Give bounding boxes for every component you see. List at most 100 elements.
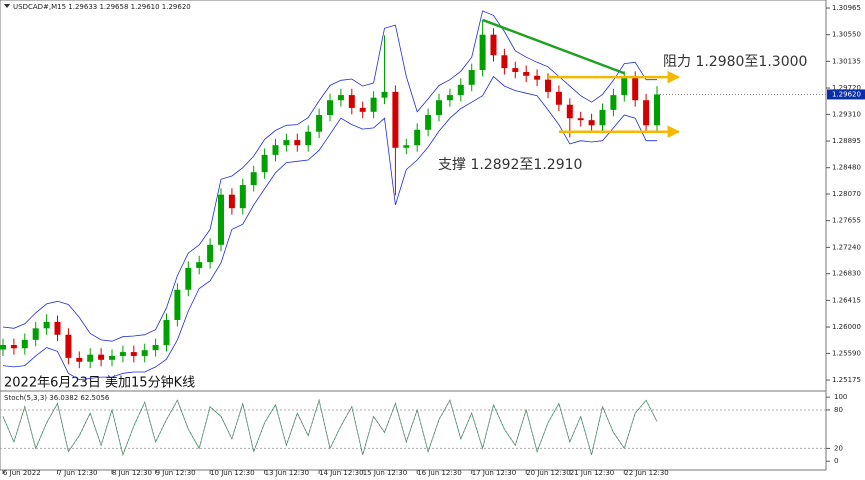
candle-body <box>32 328 39 340</box>
x-tick-label: 13 Jun 12:30 <box>265 469 309 477</box>
y-tick-label: 1.30135 <box>832 57 861 65</box>
candle-body <box>316 115 323 132</box>
candle-body <box>76 357 83 362</box>
symbol-header: USDCAD#,M15 1.29633 1.29658 1.29610 1.29… <box>13 3 191 11</box>
y-tick-label: 1.28070 <box>832 190 861 198</box>
candle-body <box>261 154 268 173</box>
candle-body <box>468 70 475 85</box>
x-tick-label: 9 Jun 12:30 <box>156 469 196 477</box>
candle-body <box>283 140 290 146</box>
x-tick-label: 22 Jun 12:30 <box>624 469 668 477</box>
candle-body <box>425 115 432 130</box>
candle-body <box>196 262 203 268</box>
candle-body <box>599 109 606 126</box>
candle-body <box>119 352 126 356</box>
candle-body <box>207 244 214 263</box>
candle-body <box>414 129 421 146</box>
annotation: 支撑 1.2892至1.2910 <box>438 157 582 173</box>
candle-body <box>534 75 541 80</box>
candle-body <box>87 354 94 362</box>
x-tick-label: 21 Jun 12:30 <box>570 469 614 477</box>
y-tick-label: 1.26830 <box>832 270 861 278</box>
last-price-box <box>827 89 865 100</box>
candle-body <box>250 172 257 186</box>
y-tick-label: 1.25590 <box>832 349 861 357</box>
candle-body <box>141 350 148 356</box>
y-tick-label: 1.29310 <box>832 110 861 118</box>
candle-body <box>501 55 508 69</box>
candle-body <box>654 94 660 126</box>
candle-body <box>610 95 617 110</box>
candle-body <box>21 339 28 349</box>
candle-body <box>436 100 442 116</box>
candle-body <box>0 345 6 350</box>
candle-body <box>337 95 344 101</box>
candle-body <box>643 100 650 126</box>
candle-body <box>218 194 224 245</box>
x-tick-label: 10 Jun 12:30 <box>210 469 254 477</box>
candle-body <box>43 321 50 329</box>
x-tick-label: 6 Jun 2022 <box>3 469 41 477</box>
x-tick-label: 17 Jun 12:30 <box>472 469 516 477</box>
band-line <box>2 75 657 381</box>
y-tick-label: 1.28895 <box>832 137 861 145</box>
candle-body <box>294 140 301 146</box>
candle-body <box>577 118 584 121</box>
y-tick-label: 1.29720 <box>832 84 861 92</box>
x-tick-label: 20 Jun 12:30 <box>526 469 570 477</box>
last-price-label: 1.29620 <box>832 90 861 98</box>
annotation: 阻力 1.2980至1.3000 <box>663 54 807 70</box>
x-tick-label: 8 Jun 12:30 <box>112 469 152 477</box>
candle-body <box>174 289 181 320</box>
candle-body <box>228 194 235 209</box>
y-tick-label: 100 <box>834 393 847 401</box>
candle-body <box>10 345 17 349</box>
candle-body <box>348 95 355 108</box>
menu-triangle[interactable] <box>4 4 10 8</box>
y-tick-label: 80 <box>834 406 843 414</box>
candle-body <box>555 91 562 105</box>
candle-body <box>381 91 388 98</box>
x-tick-label: 15 Jun 12:30 <box>363 469 407 477</box>
plot-frame <box>0 0 827 471</box>
x-tick-label: 14 Jun 12:30 <box>319 469 363 477</box>
candle-body <box>479 34 486 71</box>
candle-body <box>98 354 105 360</box>
x-tick-label: 7 Jun 12:30 <box>58 469 98 477</box>
candle-body <box>130 352 137 356</box>
candle-body <box>632 77 639 101</box>
candle-body <box>403 145 410 148</box>
candle-body <box>545 79 551 92</box>
candle-body <box>512 68 519 72</box>
candle-body <box>185 267 192 290</box>
candle-body <box>523 71 530 76</box>
x-tick-label: 16 Jun 12:30 <box>417 469 461 477</box>
candle-body <box>621 77 628 96</box>
trend-line <box>482 18 625 75</box>
stoch-title: Stoch(5,3,3) 36.0382 62.5056 <box>4 394 110 402</box>
y-tick-label: 1.25175 <box>832 376 861 384</box>
caption: 2022年6月23日 美加15分钟K线 <box>4 375 195 391</box>
candle-body <box>109 355 115 360</box>
candle-body <box>566 104 573 119</box>
y-tick-label: 1.26000 <box>832 323 861 331</box>
y-tick-label: 1.30965 <box>832 4 861 12</box>
y-tick-label: 1.26415 <box>832 296 861 304</box>
y-tick-label: 20 <box>834 444 843 452</box>
candle-body <box>272 145 279 155</box>
y-tick-label: 1.27655 <box>832 217 861 225</box>
candle-body <box>239 185 246 209</box>
candle-body <box>392 91 399 148</box>
candle-body <box>457 84 464 96</box>
stoch-signal <box>2 398 658 457</box>
y-tick-label: 1.30550 <box>832 31 861 39</box>
candle-body <box>446 95 453 101</box>
y-tick-label: 1.27240 <box>832 243 861 251</box>
candle-body <box>152 345 159 351</box>
candle-body <box>588 120 595 126</box>
candle-body <box>65 334 72 358</box>
candle-body <box>359 107 366 112</box>
candle-body <box>327 100 333 116</box>
